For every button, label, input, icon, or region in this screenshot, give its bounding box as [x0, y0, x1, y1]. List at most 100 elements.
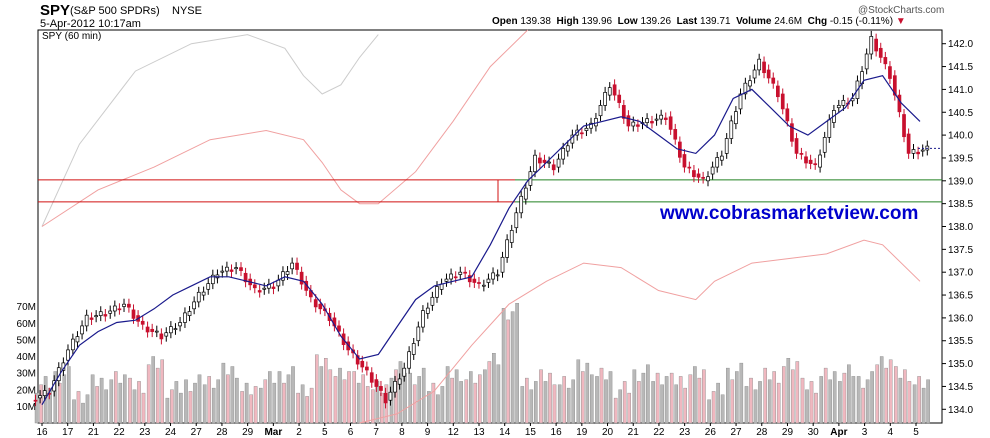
candle-body	[752, 69, 757, 79]
candle-body	[682, 154, 687, 168]
volume-bar	[398, 361, 403, 424]
volume-bar	[749, 377, 753, 424]
volume-bar	[641, 372, 646, 424]
candle-body	[547, 161, 551, 164]
candle-body	[631, 121, 636, 127]
exchange: NYSE	[172, 5, 202, 17]
candle-body	[103, 314, 108, 317]
candle-body	[804, 156, 808, 164]
candle-body	[663, 117, 668, 120]
candle-body	[80, 325, 84, 335]
candle-body	[916, 151, 920, 155]
price-tick-label: 140.5	[948, 108, 973, 119]
candle-body	[636, 124, 640, 127]
candle-body	[281, 271, 285, 281]
volume-bar	[90, 374, 95, 424]
candle-body	[365, 366, 369, 371]
volume-bar	[34, 392, 39, 424]
x-tick-label: 15	[525, 427, 537, 438]
copyright: @StockCharts.com	[858, 5, 945, 16]
candle-body	[169, 326, 173, 334]
volume-bar	[828, 379, 832, 424]
candle-body	[94, 315, 98, 318]
x-tick-label: 9	[425, 427, 431, 438]
volume-bar	[492, 353, 496, 424]
volume-bar	[595, 376, 599, 424]
volume-bar	[333, 376, 338, 424]
candle-body	[766, 69, 771, 79]
x-tick-label: 5	[913, 427, 919, 438]
volume-bar	[711, 391, 716, 424]
x-tick-label: 26	[705, 427, 717, 438]
candle-body	[252, 284, 257, 289]
x-tick-label: 16	[36, 427, 48, 438]
candle-body	[234, 267, 238, 270]
x-tick-label: 5	[322, 427, 328, 438]
candle-body	[551, 164, 556, 171]
volume-bar	[445, 366, 450, 424]
price-tick-label: 137.5	[948, 245, 973, 256]
volume-bar	[277, 371, 282, 424]
volume-bar	[720, 394, 725, 424]
volume-bar	[487, 361, 492, 424]
volume-bar	[342, 379, 347, 424]
volume-bar	[651, 381, 655, 424]
candle-body	[187, 311, 192, 316]
volume-tick-label: 10M	[17, 402, 36, 413]
volume-bar	[146, 364, 151, 424]
open-value: 139.38	[520, 16, 551, 27]
volume-bar	[726, 367, 730, 424]
volume-tick-label: 50M	[17, 335, 36, 346]
volume-bar	[315, 354, 319, 424]
volume-bar	[421, 367, 426, 424]
candle-body	[257, 290, 262, 293]
volume-bar	[286, 374, 291, 424]
volume-bar	[300, 384, 305, 424]
volume-bar	[534, 381, 538, 424]
volume-bar	[716, 382, 720, 424]
volume-bar	[888, 359, 893, 424]
candle-body	[495, 274, 500, 277]
candle-body	[533, 154, 537, 173]
volume-bar	[637, 381, 641, 424]
volume-bar	[693, 366, 697, 424]
candle-body	[243, 272, 248, 283]
volume-bar	[791, 369, 795, 424]
candle-body	[785, 108, 790, 122]
candle-body	[556, 158, 561, 168]
x-tick-label: 16	[551, 427, 563, 438]
volume-bar	[249, 394, 253, 424]
candle-body	[776, 85, 780, 98]
volume-bar	[118, 382, 123, 424]
candle-body	[687, 166, 692, 169]
candle-body	[411, 343, 416, 355]
x-tick-label: 19	[576, 427, 588, 438]
volume-bar	[104, 389, 108, 424]
volume-bar	[510, 311, 515, 424]
volume-bar	[282, 382, 286, 424]
high-value: 139.96	[581, 16, 613, 27]
candle-body	[374, 379, 379, 387]
x-tick-label: 2	[296, 427, 302, 438]
high-label: High	[556, 16, 579, 27]
candle-body	[467, 275, 472, 283]
volume-bar	[450, 377, 454, 424]
volume-bar	[884, 367, 888, 424]
volume-bar	[473, 382, 478, 424]
volume-bar	[384, 384, 389, 424]
candle-body	[612, 84, 617, 96]
volume-bar	[296, 392, 300, 424]
timestamp: 5-Apr-2012 10:17am	[40, 18, 141, 30]
volume-bar	[529, 389, 534, 424]
candle-body	[897, 94, 902, 113]
candle-body	[98, 311, 103, 316]
low-value: 139.26	[640, 16, 672, 27]
x-tick-label: 28	[216, 427, 228, 438]
candle-body	[84, 314, 89, 327]
volume-tick-label: 30M	[17, 369, 36, 380]
volume-bar	[81, 402, 85, 424]
volume-bar	[170, 389, 174, 424]
candle-body	[724, 138, 729, 154]
volume-bar	[520, 386, 525, 424]
lower-envelope-line	[359, 239, 921, 424]
